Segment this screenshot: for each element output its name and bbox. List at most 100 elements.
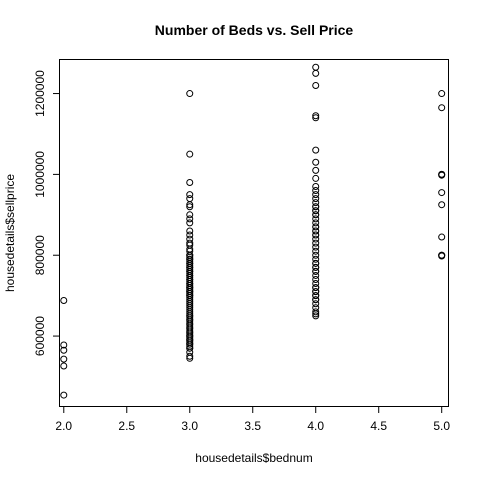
- data-point: [186, 191, 194, 199]
- data-point: [186, 344, 194, 352]
- data-point: [312, 251, 320, 259]
- data-point: [438, 201, 446, 209]
- data-point: [60, 355, 68, 363]
- data-point: [60, 297, 68, 305]
- x-tick-label: 3.5: [244, 419, 261, 433]
- data-point: [186, 288, 194, 296]
- data-point: [312, 191, 320, 199]
- data-point: [312, 112, 320, 120]
- data-point: [312, 280, 320, 288]
- data-point: [312, 166, 320, 174]
- chart-title: Number of Beds vs. Sell Price: [155, 22, 354, 38]
- data-point: [438, 90, 446, 98]
- data-point: [312, 207, 320, 215]
- data-point: [186, 227, 194, 235]
- data-point: [312, 215, 320, 223]
- data-point: [186, 211, 194, 219]
- data-point: [312, 195, 320, 203]
- x-axis-label: housedetails$bednum: [195, 451, 312, 465]
- data-point: [312, 174, 320, 182]
- data-point: [438, 189, 446, 197]
- data-point: [312, 275, 320, 283]
- data-point: [186, 292, 194, 300]
- data-point: [312, 223, 320, 231]
- x-tick-label: 2.0: [55, 419, 72, 433]
- data-point: [60, 346, 68, 354]
- data-point: [186, 275, 194, 283]
- data-point: [312, 227, 320, 235]
- data-point: [312, 247, 320, 255]
- data-points: [60, 63, 446, 399]
- data-point: [312, 243, 320, 251]
- x-tick-label: 2.5: [118, 419, 135, 433]
- data-point: [186, 271, 194, 279]
- data-point: [312, 146, 320, 154]
- data-point: [312, 183, 320, 191]
- data-point: [186, 324, 194, 332]
- plot-frame: [59, 59, 449, 407]
- data-point: [438, 252, 446, 260]
- data-point: [186, 267, 194, 275]
- data-point: [312, 69, 320, 77]
- data-point: [312, 239, 320, 247]
- data-point: [312, 211, 320, 219]
- x-axis: 2.0 2.5 3.0 3.5 4.0 4.5 5.0: [55, 406, 450, 433]
- data-point: [186, 263, 194, 271]
- data-point: [312, 267, 320, 275]
- data-point: [186, 332, 194, 340]
- data-point: [186, 354, 194, 362]
- data-point: [186, 312, 194, 320]
- x-tick-label: 5.0: [433, 419, 450, 433]
- y-axis: 600000 800000 1000000 1200000: [33, 70, 60, 356]
- data-point: [186, 255, 194, 263]
- data-point: [312, 292, 320, 300]
- data-point: [438, 104, 446, 112]
- data-point: [186, 150, 194, 158]
- data-point: [312, 235, 320, 243]
- data-point: [60, 391, 68, 399]
- data-point: [312, 312, 320, 320]
- y-tick-label: 800000: [33, 235, 47, 275]
- data-point: [312, 263, 320, 271]
- y-axis-label: housedetails$sellprice: [3, 174, 17, 292]
- data-point: [312, 259, 320, 267]
- data-point: [186, 231, 194, 239]
- data-point: [312, 255, 320, 263]
- data-point: [186, 320, 194, 328]
- y-tick-label: 600000: [33, 316, 47, 356]
- data-point: [186, 215, 194, 223]
- data-point: [312, 219, 320, 227]
- data-point: [312, 199, 320, 207]
- data-point: [186, 178, 194, 186]
- data-point: [438, 171, 446, 179]
- data-point: [312, 187, 320, 195]
- data-point: [312, 114, 320, 122]
- data-point: [186, 316, 194, 324]
- data-point: [60, 341, 68, 349]
- data-point: [186, 340, 194, 348]
- data-point: [312, 296, 320, 304]
- data-point: [312, 310, 320, 318]
- x-tick-label: 4.5: [370, 419, 387, 433]
- y-tick-label: 1200000: [33, 70, 47, 117]
- x-tick-label: 3.0: [181, 419, 198, 433]
- data-point: [186, 251, 194, 259]
- data-point: [186, 352, 194, 360]
- data-point: [312, 231, 320, 239]
- x-tick-label: 4.0: [307, 419, 324, 433]
- data-point: [186, 203, 194, 211]
- data-point: [312, 300, 320, 308]
- data-point: [186, 259, 194, 267]
- data-point: [312, 288, 320, 296]
- data-point: [186, 219, 194, 227]
- data-point: [312, 308, 320, 316]
- data-point: [60, 362, 68, 370]
- data-point: [312, 271, 320, 279]
- data-point: [186, 328, 194, 336]
- data-point: [186, 201, 194, 209]
- data-point: [312, 158, 320, 166]
- data-point: [312, 203, 320, 211]
- data-point: [186, 90, 194, 98]
- data-point: [438, 233, 446, 241]
